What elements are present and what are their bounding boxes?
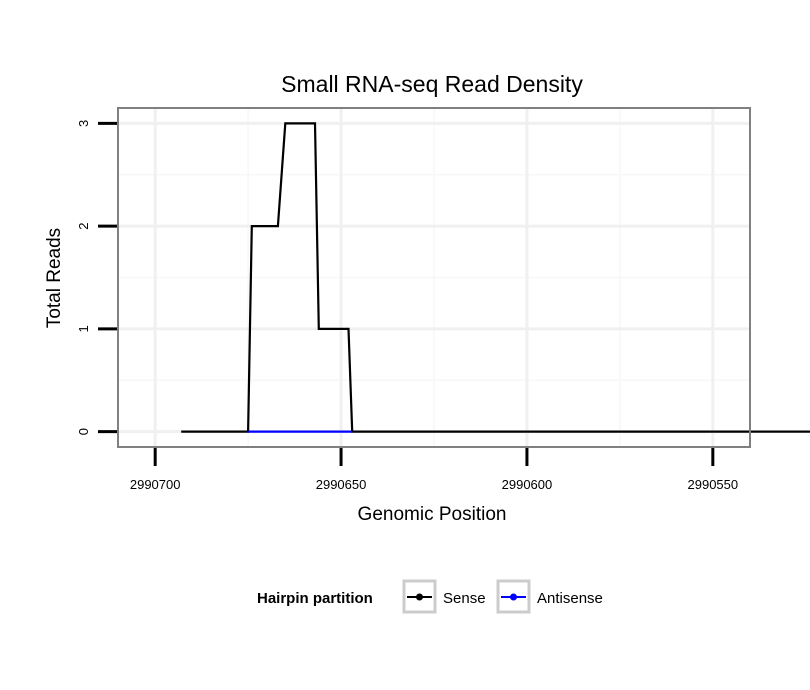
y-tick-label: 3 [76,120,91,127]
x-axis: 2990700 2990650 2990600 2990550 [130,448,738,492]
legend: Hairpin partition Sense Antisense [257,579,603,614]
legend-label-sense: Sense [443,590,486,607]
x-tick-label: 2990700 [130,477,181,492]
x-tick-label: 2990600 [502,477,553,492]
y-tick-label: 1 [76,325,91,332]
y-axis: 0 1 2 3 [76,120,117,435]
y-tick-label: 2 [76,223,91,230]
chart-title: Small RNA-seq Read Density [281,71,583,97]
legend-entry-antisense: Antisense [496,579,603,614]
x-tick-label: 2990650 [316,477,367,492]
plot-panel [117,107,810,448]
y-axis-title: Total Reads [44,228,65,328]
x-tick-label: 2990550 [688,477,739,492]
series-line-sense [181,122,810,433]
legend-label-antisense: Antisense [537,590,603,607]
legend-entry-sense: Sense [402,579,486,614]
x-axis-title: Genomic Position [358,504,507,525]
data-series [181,122,810,433]
y-tick-label: 0 [76,428,91,435]
plot-panel-border [117,107,751,448]
legend-title: Hairpin partition [257,590,373,607]
legend-key-point-antisense [510,593,517,601]
legend-key-point-sense [416,593,423,601]
